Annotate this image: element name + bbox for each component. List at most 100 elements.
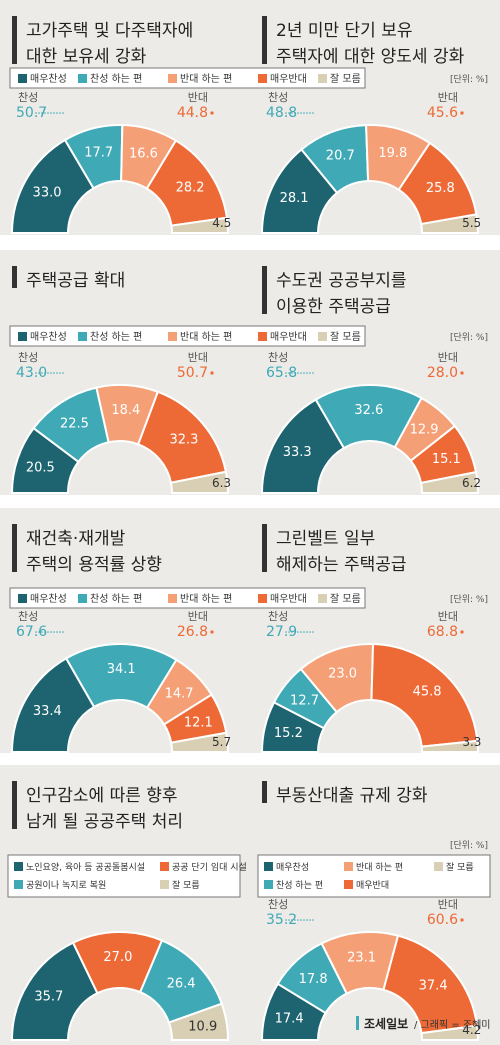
legend-label: 찬성 하는 편 bbox=[90, 592, 142, 605]
donut-segment bbox=[170, 731, 230, 753]
legend-label: 잘 모름 bbox=[330, 73, 361, 85]
dotted-leader bbox=[306, 112, 308, 114]
support-label: 찬성 bbox=[18, 350, 38, 364]
donut-segment bbox=[420, 1024, 480, 1041]
chart-title: 이용한 주택공급 bbox=[276, 297, 391, 317]
dotted-leader bbox=[38, 631, 40, 633]
legend-swatch bbox=[258, 594, 267, 603]
dotted-leader bbox=[300, 631, 302, 633]
dotted-leader bbox=[62, 631, 64, 633]
legend-swatch bbox=[18, 74, 27, 83]
data-label: 37.4 bbox=[419, 979, 448, 994]
dotted-leader bbox=[309, 112, 311, 114]
dotted-leader bbox=[288, 631, 290, 633]
legend-label: 매우찬성 bbox=[30, 73, 67, 85]
oppose-label: 반대 bbox=[438, 610, 458, 623]
legend-label: 매우반대 bbox=[270, 593, 307, 605]
unit-label: [단위: %] bbox=[450, 74, 488, 85]
legend-label: 찬성 하는 편 bbox=[90, 330, 142, 343]
legend-label: 잘 모름 bbox=[330, 331, 361, 343]
data-label: 5.5 bbox=[462, 216, 481, 230]
footer: 조세일보 / 그래픽 = 조혜미 bbox=[356, 1016, 490, 1031]
legend-swatch bbox=[14, 862, 23, 871]
dotted-leader bbox=[44, 112, 46, 114]
legend-box bbox=[9, 67, 366, 89]
data-label: 4.2 bbox=[462, 1023, 481, 1037]
data-label: 20.7 bbox=[326, 148, 355, 163]
dotted-leader bbox=[297, 372, 299, 374]
legend-label: 공원이나 녹지로 복원 bbox=[26, 880, 106, 891]
legend-swatch bbox=[318, 332, 327, 341]
dotted-leader bbox=[306, 919, 308, 921]
dotted-leader bbox=[294, 372, 296, 374]
legend-swatch bbox=[168, 594, 177, 603]
support-label: 찬성 bbox=[18, 609, 38, 623]
oppose-total: 44.8 bbox=[177, 105, 208, 121]
dotted-leader bbox=[285, 372, 287, 374]
data-label: 28.2 bbox=[176, 181, 205, 196]
data-label: 35.7 bbox=[34, 989, 63, 1004]
legend-swatch bbox=[258, 332, 267, 341]
chart-title: 인구감소에 따른 향후 bbox=[26, 786, 178, 806]
data-label: 26.4 bbox=[167, 976, 196, 991]
dotted-leader bbox=[297, 919, 299, 921]
dotted-leader bbox=[35, 372, 37, 374]
legend-swatch bbox=[258, 74, 267, 83]
title-bar-accent bbox=[262, 524, 267, 572]
legend-swatch bbox=[14, 880, 23, 889]
data-label: 18.4 bbox=[111, 403, 140, 418]
leader-dot bbox=[210, 371, 214, 375]
legend-swatch bbox=[318, 74, 327, 83]
data-label: 6.3 bbox=[212, 476, 231, 490]
dotted-leader bbox=[294, 112, 296, 114]
unit-label: [단위: %] bbox=[450, 332, 488, 343]
legend-swatch bbox=[78, 74, 87, 83]
dotted-leader bbox=[297, 631, 299, 633]
dotted-leader bbox=[35, 112, 37, 114]
unit-label: [단위: %] bbox=[450, 594, 488, 605]
legend-swatch bbox=[160, 880, 169, 889]
dotted-leader bbox=[294, 631, 296, 633]
data-label: 12.7 bbox=[290, 693, 319, 708]
legend-label: 잘 모름 bbox=[446, 861, 474, 873]
dotted-leader bbox=[62, 112, 64, 114]
legend-swatch bbox=[434, 862, 443, 871]
donut-segment bbox=[420, 739, 480, 753]
data-label: 17.8 bbox=[299, 972, 328, 987]
data-label: 23.0 bbox=[328, 667, 357, 682]
dotted-leader bbox=[56, 112, 58, 114]
dotted-leader bbox=[294, 919, 296, 921]
legend-label: 매우찬성 bbox=[30, 593, 67, 605]
leader-dot bbox=[460, 111, 464, 115]
support-total: 48.8 bbox=[266, 105, 297, 121]
oppose-total: 68.8 bbox=[427, 624, 458, 640]
dotted-leader bbox=[62, 372, 64, 374]
chart-title: 부동산대출 규제 강화 bbox=[276, 786, 428, 806]
chart-title: 주택자에 대한 양도세 강화 bbox=[276, 47, 465, 67]
leader-dot bbox=[210, 111, 214, 115]
legend-box bbox=[7, 854, 241, 898]
chart-title: 남게 될 공공주택 처리 bbox=[26, 812, 183, 832]
chart-title: 재건축·재개발 bbox=[26, 529, 126, 549]
chart-title: 주택공급 확대 bbox=[26, 271, 125, 291]
chart-title: 해제하는 주택공급 bbox=[276, 555, 407, 575]
dotted-leader bbox=[312, 112, 314, 114]
legend-swatch bbox=[264, 880, 273, 889]
data-label: 27.0 bbox=[103, 950, 132, 965]
dotted-leader bbox=[303, 631, 305, 633]
oppose-label: 반대 bbox=[438, 351, 458, 364]
data-label: 34.1 bbox=[107, 662, 136, 677]
legend-label: 잘 모름 bbox=[172, 879, 200, 891]
dotted-leader bbox=[297, 112, 299, 114]
dotted-leader bbox=[300, 372, 302, 374]
dotted-leader bbox=[285, 112, 287, 114]
oppose-total: 50.7 bbox=[177, 365, 208, 381]
chart-title: 2년 미만 단기 보유 bbox=[276, 21, 413, 41]
legend-label: 매우찬성 bbox=[276, 862, 309, 873]
data-label: 28.1 bbox=[280, 191, 309, 206]
legend: 매우찬성 찬성 하는 편 반대 하는 편 매우반대 잘 모름 bbox=[9, 67, 366, 89]
